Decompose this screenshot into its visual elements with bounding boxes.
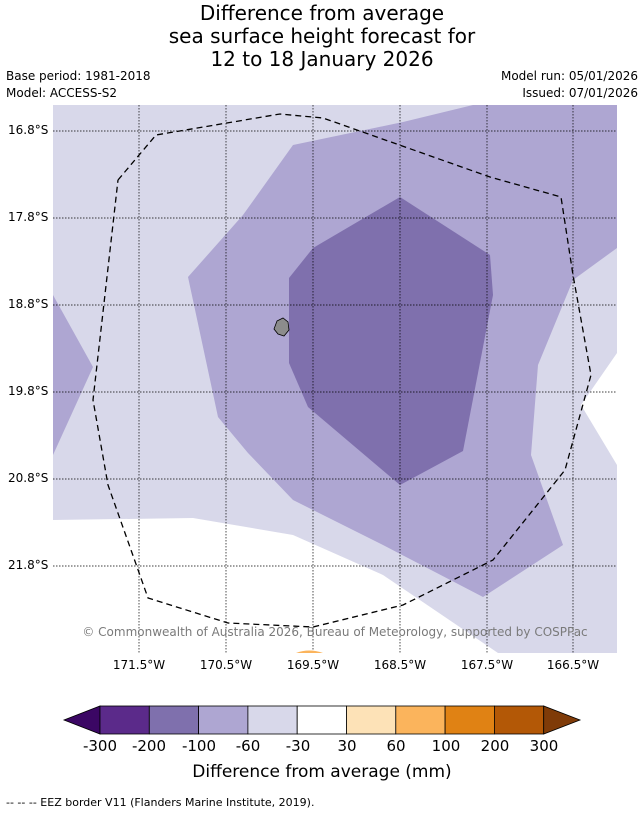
model-name: Model: ACCESS-S2 — [6, 86, 118, 100]
colorbar-segment — [493, 705, 545, 735]
lat-label: 18.8°S — [8, 297, 49, 311]
colorbar-tick: 30 — [337, 737, 357, 755]
colorbar-extend-high — [543, 705, 582, 735]
model-run: Model run: 05/01/2026 — [500, 69, 638, 83]
colorbar — [62, 705, 582, 735]
colorbar-tick: 100 — [431, 737, 461, 755]
colorbar-segment — [148, 705, 200, 735]
gridlines — [53, 105, 617, 653]
lat-label: 16.8°S — [8, 123, 49, 137]
contour-map — [53, 105, 617, 653]
lon-label: 171.5°W — [112, 658, 166, 672]
island-niue — [273, 317, 290, 337]
colorbar-tick: -100 — [181, 737, 217, 755]
colorbar-segment — [296, 705, 347, 735]
colorbar-tick: -60 — [235, 737, 261, 755]
copyright-notice: © Commonwealth of Australia 2026, Bureau… — [82, 625, 588, 639]
lon-label: 169.5°W — [286, 658, 340, 672]
contour-band-minus60-west — [53, 295, 93, 455]
colorbar-segment — [395, 705, 446, 735]
colorbar-segment — [247, 705, 298, 735]
lon-label: 170.5°W — [199, 658, 253, 672]
eez-border — [92, 113, 592, 628]
map-panel: © Commonwealth of Australia 2026, Bureau… — [53, 105, 617, 653]
colorbar-segment — [99, 705, 150, 735]
colorbar-tick: 300 — [529, 737, 559, 755]
colorbar-tick: -200 — [131, 737, 167, 755]
contour-band-minus100 — [289, 197, 493, 485]
title-line-2: sea surface height forecast for — [168, 24, 476, 48]
lon-label: 168.5°W — [373, 658, 427, 672]
lat-label: 20.8°S — [8, 471, 49, 485]
title-line-3: 12 to 18 January 2026 — [210, 47, 434, 71]
colorbar-tick: -30 — [285, 737, 311, 755]
colorbar-tick: 60 — [386, 737, 406, 755]
colorbar-tick: 200 — [480, 737, 510, 755]
issued-date: Issued: 07/01/2026 — [522, 86, 638, 100]
colorbar-segment — [198, 705, 249, 735]
lat-label: 19.8°S — [8, 384, 49, 398]
contour-band-plus30 — [296, 650, 323, 653]
colorbar-tick: -300 — [82, 737, 118, 755]
base-period: Base period: 1981-2018 — [6, 69, 151, 83]
colorbar-segment — [346, 705, 397, 735]
colorbar-label: Difference from average (mm) — [192, 762, 452, 782]
title-line-1: Difference from average — [199, 1, 445, 25]
colorbar-segment — [444, 705, 495, 735]
lat-label: 17.8°S — [8, 210, 49, 224]
eez-legend: -- -- -- EEZ border V11 (Flanders Marine… — [6, 796, 315, 809]
lat-label: 21.8°S — [8, 558, 49, 572]
colorbar-extend-low — [62, 705, 101, 735]
lon-label: 166.5°W — [546, 658, 600, 672]
lon-label: 167.5°W — [460, 658, 514, 672]
